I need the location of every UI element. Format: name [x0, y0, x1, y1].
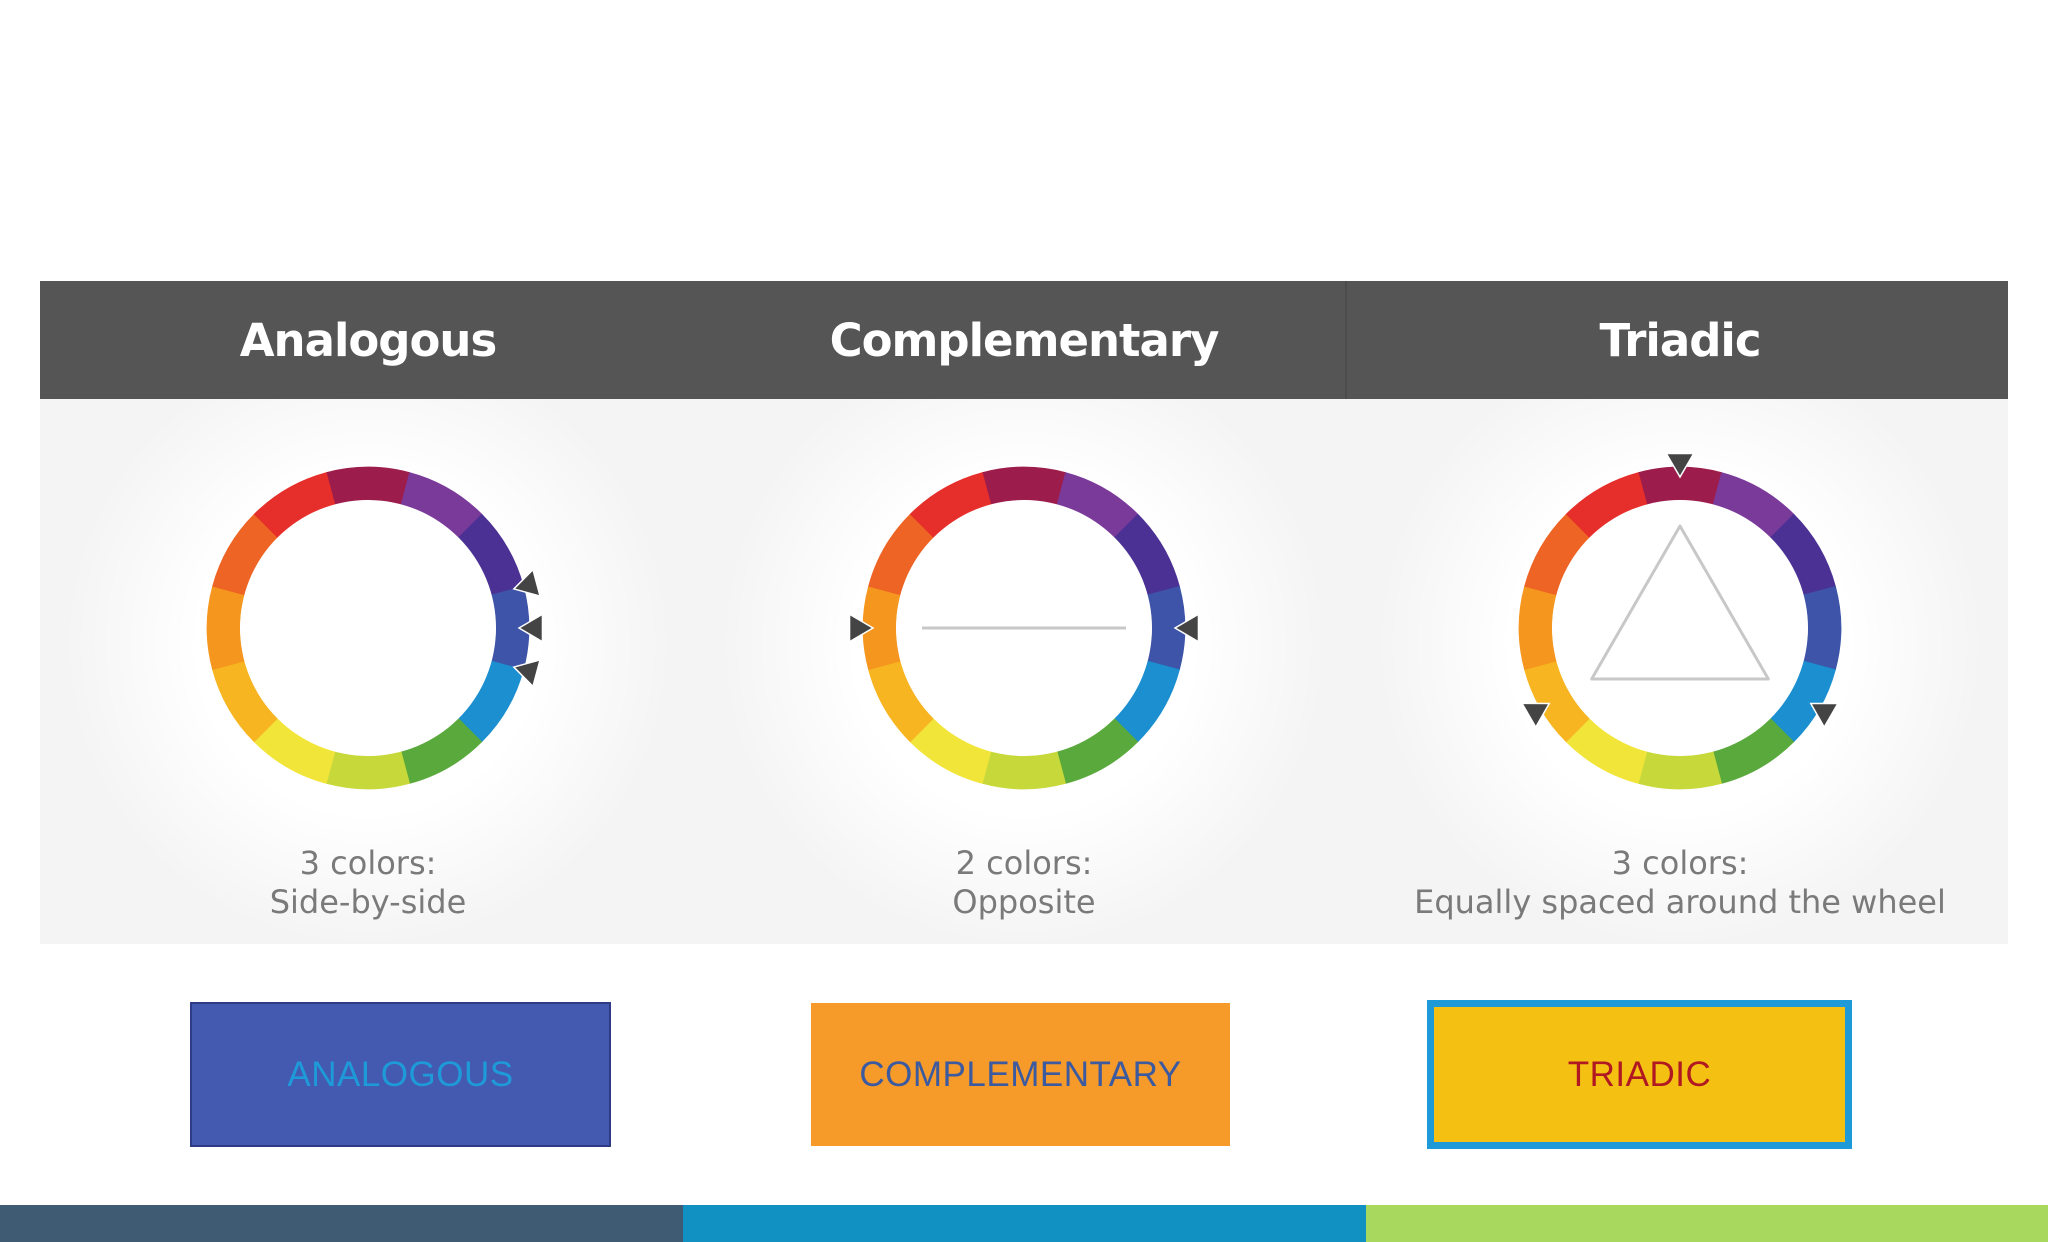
panel-triadic: 3 colors: Equally spaced around the whee… — [1352, 399, 2008, 944]
wheel-segment — [981, 466, 1067, 505]
caption-line-2: Opposite — [952, 883, 1096, 921]
footer-bar-segment-2 — [683, 1205, 1366, 1242]
triad-triangle — [1590, 524, 1770, 681]
complementary-button[interactable]: COMPLEMENTARY — [811, 1003, 1230, 1146]
panel-complementary: 2 colors: Opposite — [696, 399, 1352, 944]
caption-line-1: 3 colors: — [299, 844, 437, 882]
title-analogous: Analogous — [239, 313, 498, 367]
wheel-center — [1552, 500, 1808, 756]
caption-line-1: 2 colors: — [955, 844, 1093, 882]
hue-marker-icon — [1520, 702, 1551, 729]
hue-marker-icon — [1173, 612, 1200, 644]
title-complementary: Complementary — [829, 313, 1220, 367]
hue-marker-icon — [1664, 452, 1696, 479]
caption-line-2: Equally spaced around the wheel — [1414, 883, 1946, 921]
color-harmony-figure: Analogous Complementary Triadic 3 colors… — [40, 281, 2008, 944]
hue-marker-icon — [517, 612, 544, 644]
panel-analogous: 3 colors: Side-by-side — [40, 399, 696, 944]
color-wheel-complementary — [848, 466, 1200, 790]
color-wheel-analogous — [206, 466, 544, 790]
color-wheel-triadic — [1518, 452, 1842, 790]
wheel-segment — [981, 751, 1067, 790]
hue-marker-icon — [512, 568, 542, 598]
wheel-segment — [325, 466, 411, 505]
caption-line-1: 3 colors: — [1611, 844, 1749, 882]
caption-triadic: 3 colors: Equally spaced around the whee… — [1352, 844, 2008, 922]
caption-complementary: 2 colors: Opposite — [696, 844, 1352, 922]
wheel-segment — [206, 585, 245, 671]
triadic-button[interactable]: TRIADIC — [1427, 1000, 1852, 1149]
hue-marker-icon — [848, 612, 875, 644]
wheel-segment — [1518, 585, 1557, 671]
wheel-center — [240, 500, 496, 756]
header-divider — [1345, 281, 1347, 399]
figure-header: Analogous Complementary Triadic — [40, 281, 2008, 399]
footer-bar-segment-3 — [1366, 1205, 2048, 1242]
title-triadic: Triadic — [1599, 313, 1761, 367]
wheel-segment — [1803, 585, 1842, 671]
hue-marker-icon — [1809, 702, 1840, 729]
analogous-button[interactable]: ANALOGOUS — [190, 1002, 611, 1147]
hue-marker-icon — [512, 658, 542, 688]
footer-bar-segment-1 — [0, 1205, 683, 1242]
wheel-segment — [325, 751, 411, 790]
caption-line-2: Side-by-side — [269, 883, 467, 921]
wheel-segment — [1637, 751, 1723, 790]
caption-analogous: 3 colors: Side-by-side — [40, 844, 696, 922]
